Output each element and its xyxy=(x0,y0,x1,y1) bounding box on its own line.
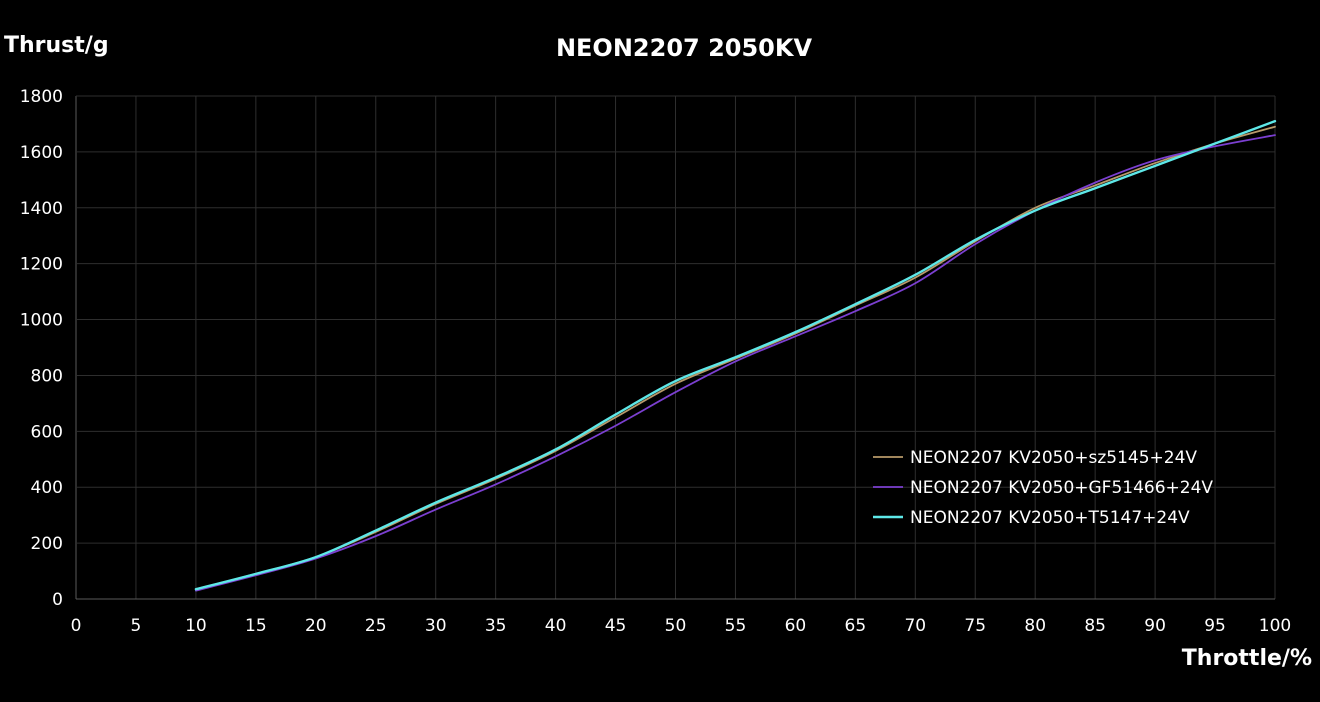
y-tick-label: 400 xyxy=(31,478,63,498)
x-tick-label: 65 xyxy=(845,616,867,636)
x-tick-label: 90 xyxy=(1144,616,1166,636)
grid-layer xyxy=(75,95,1276,600)
x-axis-title: Throttle/% xyxy=(1182,646,1312,671)
tick-layer: 0 5 10 15 20 25 30 35 40 45 50 55 60 65 70 75 80 85 90 95 10… xyxy=(20,87,1291,636)
y-tick-label: 1400 xyxy=(20,199,63,219)
x-tick-label: 25 xyxy=(365,616,387,636)
x-tick-label: 10 xyxy=(185,616,207,636)
legend-label-2: NEON2207 KV2050+GF51466+24V xyxy=(910,478,1213,498)
series-line-2 xyxy=(195,134,1276,592)
x-tick-label: 50 xyxy=(665,616,687,636)
x-tick-label: 5 xyxy=(131,616,142,636)
x-tick-label: 35 xyxy=(485,616,507,636)
series-line-3 xyxy=(194,119,1277,591)
x-tick-label: 100 xyxy=(1259,616,1291,636)
x-tick-label: 80 xyxy=(1024,616,1046,636)
x-tick-label: 45 xyxy=(605,616,627,636)
x-tick-label: 15 xyxy=(245,616,267,636)
y-tick-label: 0 xyxy=(52,590,63,610)
y-tick-label: 200 xyxy=(31,534,63,554)
y-tick-label: 800 xyxy=(31,366,63,386)
legend-label-3: NEON2207 KV2050+T5147+24V xyxy=(910,508,1190,528)
x-tick-label: 70 xyxy=(904,616,926,636)
y-tick-label: 1000 xyxy=(20,311,63,331)
chart-title: NEON2207 2050KV xyxy=(556,34,813,62)
x-tick-label: 0 xyxy=(71,616,82,636)
x-tick-label: 40 xyxy=(545,616,567,636)
x-tick-label: 30 xyxy=(425,616,447,636)
series-line-1 xyxy=(195,125,1276,591)
x-tick-label: 20 xyxy=(305,616,327,636)
y-axis-title: Thrust/g xyxy=(4,33,109,58)
series-layer xyxy=(194,119,1277,592)
x-tick-label: 85 xyxy=(1084,616,1106,636)
x-tick-label: 95 xyxy=(1204,616,1226,636)
x-tick-label: 55 xyxy=(725,616,747,636)
y-tick-label: 600 xyxy=(31,422,63,442)
x-tick-label: 60 xyxy=(785,616,807,636)
x-tick-label: 75 xyxy=(964,616,986,636)
y-tick-label: 1600 xyxy=(20,143,63,163)
y-tick-label: 1800 xyxy=(20,87,63,107)
y-tick-label: 1200 xyxy=(20,255,63,275)
legend-label-1: NEON2207 KV2050+sz5145+24V xyxy=(910,448,1197,468)
legend: NEON2207 KV2050+sz5145+24V NEON2207 KV205… xyxy=(873,448,1213,528)
